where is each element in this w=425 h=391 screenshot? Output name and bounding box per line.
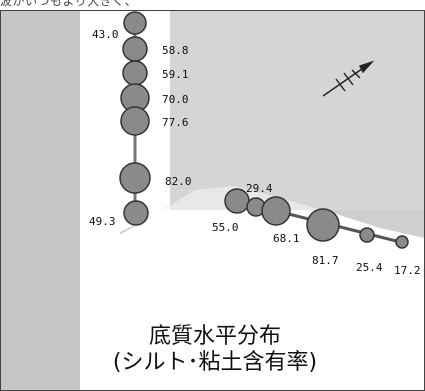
station-s13[interactable] [395,235,409,249]
land-shade-upper [170,10,425,210]
label-s3: 59.1 [162,68,189,81]
station-s3[interactable] [122,60,148,86]
north-arrow-icon [322,60,375,97]
header-fragment: 波がいつもより大きく、 [0,0,425,10]
station-markers [119,11,409,249]
map-title: 底質水平分布 [148,324,281,349]
label-s11: 81.7 [312,254,339,267]
map-subtitle: (シルト･粘土含有率) [112,350,318,375]
station-s7[interactable] [123,200,149,226]
label-s7: 49.3 [89,215,116,228]
station-s12[interactable] [359,227,375,243]
label-s2: 58.8 [162,44,189,57]
station-s6[interactable] [119,162,151,194]
label-s13: 17.2 [394,264,421,277]
label-s6: 82.0 [165,175,192,188]
station-s11[interactable] [306,208,340,242]
bay-water [110,186,425,391]
station-s1[interactable] [123,11,147,35]
label-s4: 70.0 [162,93,189,106]
station-s10[interactable] [261,196,291,226]
label-s8: 55.0 [212,221,239,234]
station-labels: 43.0 58.8 59.1 70.0 77.6 82.0 49.3 55.0 … [89,28,421,277]
header-fragment-text: 波がいつもより大きく、 [0,0,138,8]
label-s5: 77.6 [162,116,189,129]
station-s2[interactable] [122,36,148,62]
station-s5[interactable] [120,106,150,136]
label-s9: 29.4 [246,182,273,195]
label-s10: 68.1 [273,232,300,245]
label-s12: 25.4 [356,261,383,274]
land-shade-left [0,10,80,391]
label-s1: 43.0 [92,28,119,41]
